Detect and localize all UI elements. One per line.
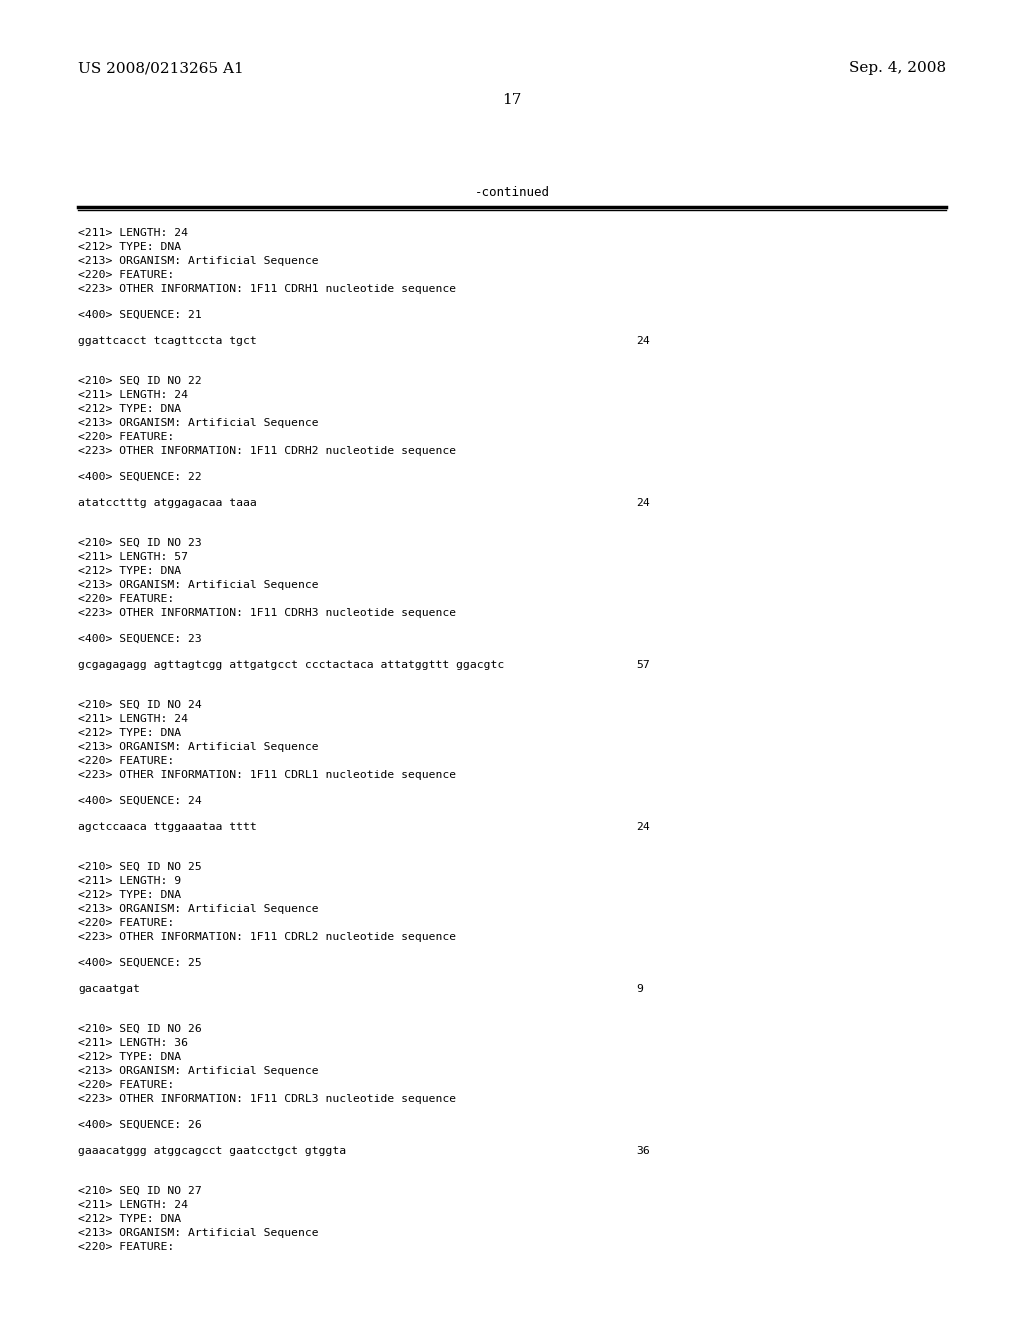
Text: <212> TYPE: DNA: <212> TYPE: DNA — [78, 890, 181, 900]
Text: 24: 24 — [636, 498, 650, 508]
Text: <400> SEQUENCE: 22: <400> SEQUENCE: 22 — [78, 473, 202, 482]
Text: <212> TYPE: DNA: <212> TYPE: DNA — [78, 729, 181, 738]
Text: <223> OTHER INFORMATION: 1F11 CDRH2 nucleotide sequence: <223> OTHER INFORMATION: 1F11 CDRH2 nucl… — [78, 446, 456, 455]
Text: <212> TYPE: DNA: <212> TYPE: DNA — [78, 404, 181, 414]
Text: <211> LENGTH: 57: <211> LENGTH: 57 — [78, 552, 188, 562]
Text: <211> LENGTH: 24: <211> LENGTH: 24 — [78, 389, 188, 400]
Text: <400> SEQUENCE: 21: <400> SEQUENCE: 21 — [78, 310, 202, 319]
Text: -continued: -continued — [474, 186, 550, 198]
Text: <400> SEQUENCE: 26: <400> SEQUENCE: 26 — [78, 1119, 202, 1130]
Text: <210> SEQ ID NO 27: <210> SEQ ID NO 27 — [78, 1185, 202, 1196]
Text: US 2008/0213265 A1: US 2008/0213265 A1 — [78, 61, 244, 75]
Text: <400> SEQUENCE: 24: <400> SEQUENCE: 24 — [78, 796, 202, 807]
Text: <213> ORGANISM: Artificial Sequence: <213> ORGANISM: Artificial Sequence — [78, 579, 318, 590]
Text: <220> FEATURE:: <220> FEATURE: — [78, 917, 174, 928]
Text: <223> OTHER INFORMATION: 1F11 CDRL2 nucleotide sequence: <223> OTHER INFORMATION: 1F11 CDRL2 nucl… — [78, 932, 456, 942]
Text: <210> SEQ ID NO 26: <210> SEQ ID NO 26 — [78, 1024, 202, 1034]
Text: <213> ORGANISM: Artificial Sequence: <213> ORGANISM: Artificial Sequence — [78, 904, 318, 913]
Text: <220> FEATURE:: <220> FEATURE: — [78, 594, 174, 605]
Text: <220> FEATURE:: <220> FEATURE: — [78, 1242, 174, 1251]
Text: <213> ORGANISM: Artificial Sequence: <213> ORGANISM: Artificial Sequence — [78, 256, 318, 267]
Text: atatcctttg atggagacaa taaa: atatcctttg atggagacaa taaa — [78, 498, 257, 508]
Text: <213> ORGANISM: Artificial Sequence: <213> ORGANISM: Artificial Sequence — [78, 742, 318, 752]
Text: <212> TYPE: DNA: <212> TYPE: DNA — [78, 1214, 181, 1224]
Text: 57: 57 — [636, 660, 650, 671]
Text: agctccaaca ttggaaataa tttt: agctccaaca ttggaaataa tttt — [78, 822, 257, 832]
Text: <212> TYPE: DNA: <212> TYPE: DNA — [78, 566, 181, 576]
Text: <210> SEQ ID NO 22: <210> SEQ ID NO 22 — [78, 376, 202, 385]
Text: <400> SEQUENCE: 25: <400> SEQUENCE: 25 — [78, 958, 202, 968]
Text: <211> LENGTH: 24: <211> LENGTH: 24 — [78, 714, 188, 723]
Text: <210> SEQ ID NO 25: <210> SEQ ID NO 25 — [78, 862, 202, 873]
Text: <223> OTHER INFORMATION: 1F11 CDRH3 nucleotide sequence: <223> OTHER INFORMATION: 1F11 CDRH3 nucl… — [78, 609, 456, 618]
Text: <220> FEATURE:: <220> FEATURE: — [78, 432, 174, 442]
Text: 24: 24 — [636, 337, 650, 346]
Text: <223> OTHER INFORMATION: 1F11 CDRL1 nucleotide sequence: <223> OTHER INFORMATION: 1F11 CDRL1 nucl… — [78, 770, 456, 780]
Text: 17: 17 — [503, 92, 521, 107]
Text: gcgagagagg agttagtcgg attgatgcct ccctactaca attatggttt ggacgtc: gcgagagagg agttagtcgg attgatgcct ccctact… — [78, 660, 504, 671]
Text: <220> FEATURE:: <220> FEATURE: — [78, 271, 174, 280]
Text: ggattcacct tcagttccta tgct: ggattcacct tcagttccta tgct — [78, 337, 257, 346]
Text: <213> ORGANISM: Artificial Sequence: <213> ORGANISM: Artificial Sequence — [78, 418, 318, 428]
Text: 24: 24 — [636, 822, 650, 832]
Text: <211> LENGTH: 9: <211> LENGTH: 9 — [78, 876, 181, 886]
Text: <220> FEATURE:: <220> FEATURE: — [78, 1080, 174, 1090]
Text: gacaatgat: gacaatgat — [78, 983, 140, 994]
Text: <220> FEATURE:: <220> FEATURE: — [78, 756, 174, 766]
Text: <212> TYPE: DNA: <212> TYPE: DNA — [78, 1052, 181, 1063]
Text: <400> SEQUENCE: 23: <400> SEQUENCE: 23 — [78, 634, 202, 644]
Text: <211> LENGTH: 24: <211> LENGTH: 24 — [78, 1200, 188, 1210]
Text: 36: 36 — [636, 1146, 650, 1156]
Text: gaaacatggg atggcagcct gaatcctgct gtggta: gaaacatggg atggcagcct gaatcctgct gtggta — [78, 1146, 346, 1156]
Text: <210> SEQ ID NO 23: <210> SEQ ID NO 23 — [78, 539, 202, 548]
Text: Sep. 4, 2008: Sep. 4, 2008 — [849, 61, 946, 75]
Text: <211> LENGTH: 24: <211> LENGTH: 24 — [78, 228, 188, 238]
Text: <223> OTHER INFORMATION: 1F11 CDRL3 nucleotide sequence: <223> OTHER INFORMATION: 1F11 CDRL3 nucl… — [78, 1094, 456, 1104]
Text: <211> LENGTH: 36: <211> LENGTH: 36 — [78, 1038, 188, 1048]
Text: 9: 9 — [636, 983, 643, 994]
Text: <223> OTHER INFORMATION: 1F11 CDRH1 nucleotide sequence: <223> OTHER INFORMATION: 1F11 CDRH1 nucl… — [78, 284, 456, 294]
Text: <210> SEQ ID NO 24: <210> SEQ ID NO 24 — [78, 700, 202, 710]
Text: <212> TYPE: DNA: <212> TYPE: DNA — [78, 242, 181, 252]
Text: <213> ORGANISM: Artificial Sequence: <213> ORGANISM: Artificial Sequence — [78, 1228, 318, 1238]
Text: <213> ORGANISM: Artificial Sequence: <213> ORGANISM: Artificial Sequence — [78, 1067, 318, 1076]
